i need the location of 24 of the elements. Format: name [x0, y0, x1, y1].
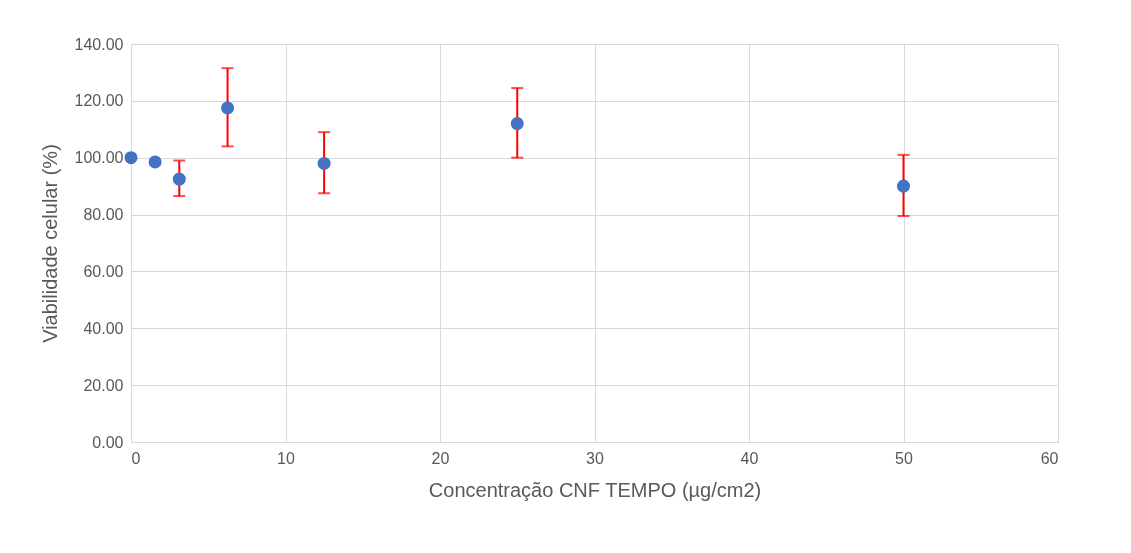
point	[124, 151, 138, 165]
y-tick-label: 120.00	[74, 92, 124, 110]
x-tick-label: 40	[740, 449, 759, 467]
x-tick-label: 10	[277, 449, 295, 467]
point	[221, 101, 235, 115]
x-tick-label: 0	[131, 449, 141, 467]
x-tick-label: 60	[1040, 449, 1059, 467]
x-tick-label: 20	[431, 449, 450, 467]
point	[148, 155, 162, 169]
point	[510, 117, 524, 131]
x-tick-label: 30	[586, 449, 604, 467]
y-tick-label: 0.00	[92, 433, 124, 451]
y-tick-label: 20.00	[83, 376, 124, 394]
y-tick-label: 80.00	[83, 206, 124, 224]
x-axis-title: Concentração CNF TEMPO (µg/cm2)	[428, 478, 762, 501]
y-tick-label: 100.00	[74, 149, 124, 167]
y-tick-label: 40.00	[83, 319, 124, 337]
point	[172, 172, 186, 186]
y-axis-title: Viabilidade celular (%)	[38, 144, 61, 343]
y-tick-label: 140.00	[74, 35, 124, 53]
x-tick-label: 50	[895, 449, 913, 467]
point	[896, 179, 911, 193]
point	[317, 156, 331, 170]
y-tick-label: 60.00	[83, 262, 124, 280]
